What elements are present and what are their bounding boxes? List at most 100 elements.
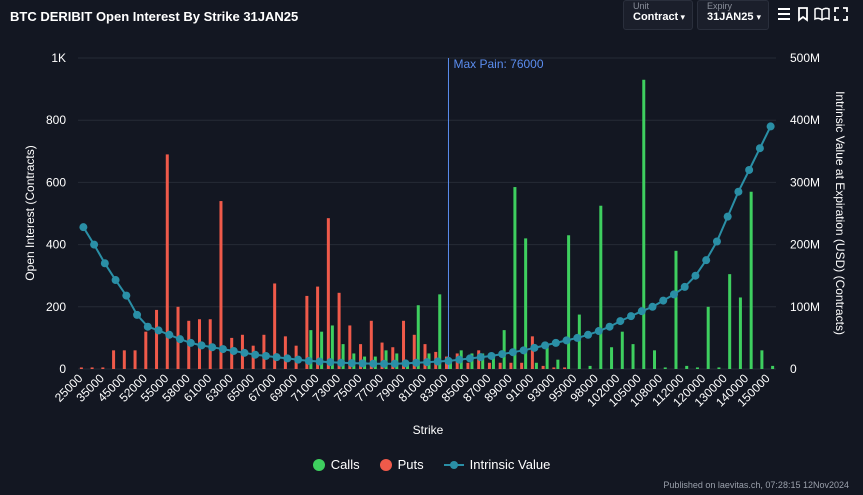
intrinsic-point[interactable] <box>530 343 539 352</box>
put-bar[interactable] <box>498 362 502 369</box>
put-bar[interactable] <box>326 218 330 369</box>
call-bar[interactable] <box>653 350 657 369</box>
intrinsic-point[interactable] <box>712 237 721 246</box>
put-bar[interactable] <box>509 362 513 369</box>
intrinsic-point[interactable] <box>133 310 142 319</box>
put-bar[interactable] <box>380 342 384 369</box>
intrinsic-point[interactable] <box>423 358 431 367</box>
call-bar[interactable] <box>685 365 689 369</box>
legend-intrinsic[interactable]: Intrinsic Value <box>443 457 550 472</box>
call-bar[interactable] <box>588 365 592 369</box>
call-bar[interactable] <box>642 79 646 370</box>
intrinsic-point[interactable] <box>412 358 421 367</box>
call-bar[interactable] <box>749 191 753 369</box>
intrinsic-point[interactable] <box>240 348 249 357</box>
intrinsic-point[interactable] <box>627 312 636 321</box>
put-bar[interactable] <box>348 325 352 369</box>
call-bar[interactable] <box>577 314 581 369</box>
put-bar[interactable] <box>423 344 427 369</box>
intrinsic-point[interactable] <box>766 122 775 131</box>
intrinsic-point[interactable] <box>659 296 668 305</box>
call-bar[interactable] <box>663 367 667 369</box>
intrinsic-point[interactable] <box>369 359 378 368</box>
call-bar[interactable] <box>416 305 420 369</box>
intrinsic-point[interactable] <box>584 330 593 339</box>
intrinsic-point[interactable] <box>380 359 389 368</box>
call-bar[interactable] <box>695 367 699 369</box>
intrinsic-point[interactable] <box>508 348 517 357</box>
put-bar[interactable] <box>541 365 545 369</box>
intrinsic-point[interactable] <box>562 336 571 345</box>
intrinsic-point[interactable] <box>154 326 163 335</box>
intrinsic-point[interactable] <box>186 338 195 347</box>
call-bar[interactable] <box>502 330 506 369</box>
put-bar[interactable] <box>305 295 309 369</box>
intrinsic-point[interactable] <box>487 351 496 360</box>
intrinsic-point[interactable] <box>605 322 614 331</box>
put-bar[interactable] <box>316 286 320 369</box>
intrinsic-point[interactable] <box>229 346 238 355</box>
intrinsic-point[interactable] <box>315 357 324 366</box>
call-bar[interactable] <box>438 294 442 369</box>
bookmark-icon[interactable] <box>795 6 811 22</box>
call-bar[interactable] <box>341 344 345 369</box>
intrinsic-point[interactable] <box>723 212 732 221</box>
expiry-select[interactable]: Expiry 31JAN25 ▾ <box>697 0 769 30</box>
put-bar[interactable] <box>155 309 159 369</box>
intrinsic-point[interactable] <box>541 341 550 350</box>
call-bar[interactable] <box>513 187 517 369</box>
intrinsic-point[interactable] <box>111 276 120 285</box>
put-bar[interactable] <box>520 362 524 369</box>
call-bar[interactable] <box>760 350 764 369</box>
put-bar[interactable] <box>79 367 83 369</box>
intrinsic-point[interactable] <box>251 350 260 359</box>
call-bar[interactable] <box>717 367 721 369</box>
intrinsic-point[interactable] <box>100 259 109 268</box>
list-icon[interactable] <box>776 6 792 22</box>
put-bar[interactable] <box>530 336 534 369</box>
intrinsic-point[interactable] <box>261 351 270 360</box>
put-bar[interactable] <box>283 336 287 369</box>
put-bar[interactable] <box>359 344 363 369</box>
put-bar[interactable] <box>133 350 137 369</box>
intrinsic-point[interactable] <box>551 338 560 347</box>
legend-puts[interactable]: Puts <box>379 457 424 472</box>
intrinsic-point[interactable] <box>347 359 356 368</box>
call-bar[interactable] <box>534 362 538 369</box>
intrinsic-point[interactable] <box>594 327 603 336</box>
intrinsic-point[interactable] <box>283 354 292 363</box>
intrinsic-point[interactable] <box>90 240 99 249</box>
call-bar[interactable] <box>599 205 603 369</box>
call-bar[interactable] <box>771 365 775 369</box>
legend-calls[interactable]: Calls <box>312 457 360 472</box>
call-bar[interactable] <box>556 359 560 369</box>
call-bar[interactable] <box>491 356 495 369</box>
intrinsic-point[interactable] <box>433 357 442 366</box>
put-bar[interactable] <box>122 350 126 369</box>
intrinsic-point[interactable] <box>326 358 335 367</box>
intrinsic-point[interactable] <box>455 355 464 364</box>
put-bar[interactable] <box>90 367 94 369</box>
call-bar[interactable] <box>320 331 324 369</box>
put-bar[interactable] <box>563 367 567 369</box>
intrinsic-point[interactable] <box>218 345 227 354</box>
intrinsic-point[interactable] <box>294 355 303 364</box>
call-bar[interactable] <box>384 350 388 369</box>
call-bar[interactable] <box>524 238 528 369</box>
put-bar[interactable] <box>402 320 406 369</box>
put-bar[interactable] <box>466 362 470 369</box>
unit-select[interactable]: Unit Contract ▾ <box>623 0 693 30</box>
call-bar[interactable] <box>567 235 571 369</box>
intrinsic-point[interactable] <box>498 350 507 359</box>
call-bar[interactable] <box>481 353 485 369</box>
put-bar[interactable] <box>262 334 266 369</box>
intrinsic-point[interactable] <box>197 341 206 350</box>
intrinsic-point[interactable] <box>401 359 410 368</box>
intrinsic-point[interactable] <box>745 165 754 174</box>
intrinsic-point[interactable] <box>476 353 485 362</box>
call-bar[interactable] <box>330 325 334 369</box>
put-bar[interactable] <box>273 283 277 369</box>
intrinsic-point[interactable] <box>304 356 313 365</box>
put-bar[interactable] <box>112 350 116 369</box>
put-bar[interactable] <box>144 331 148 369</box>
